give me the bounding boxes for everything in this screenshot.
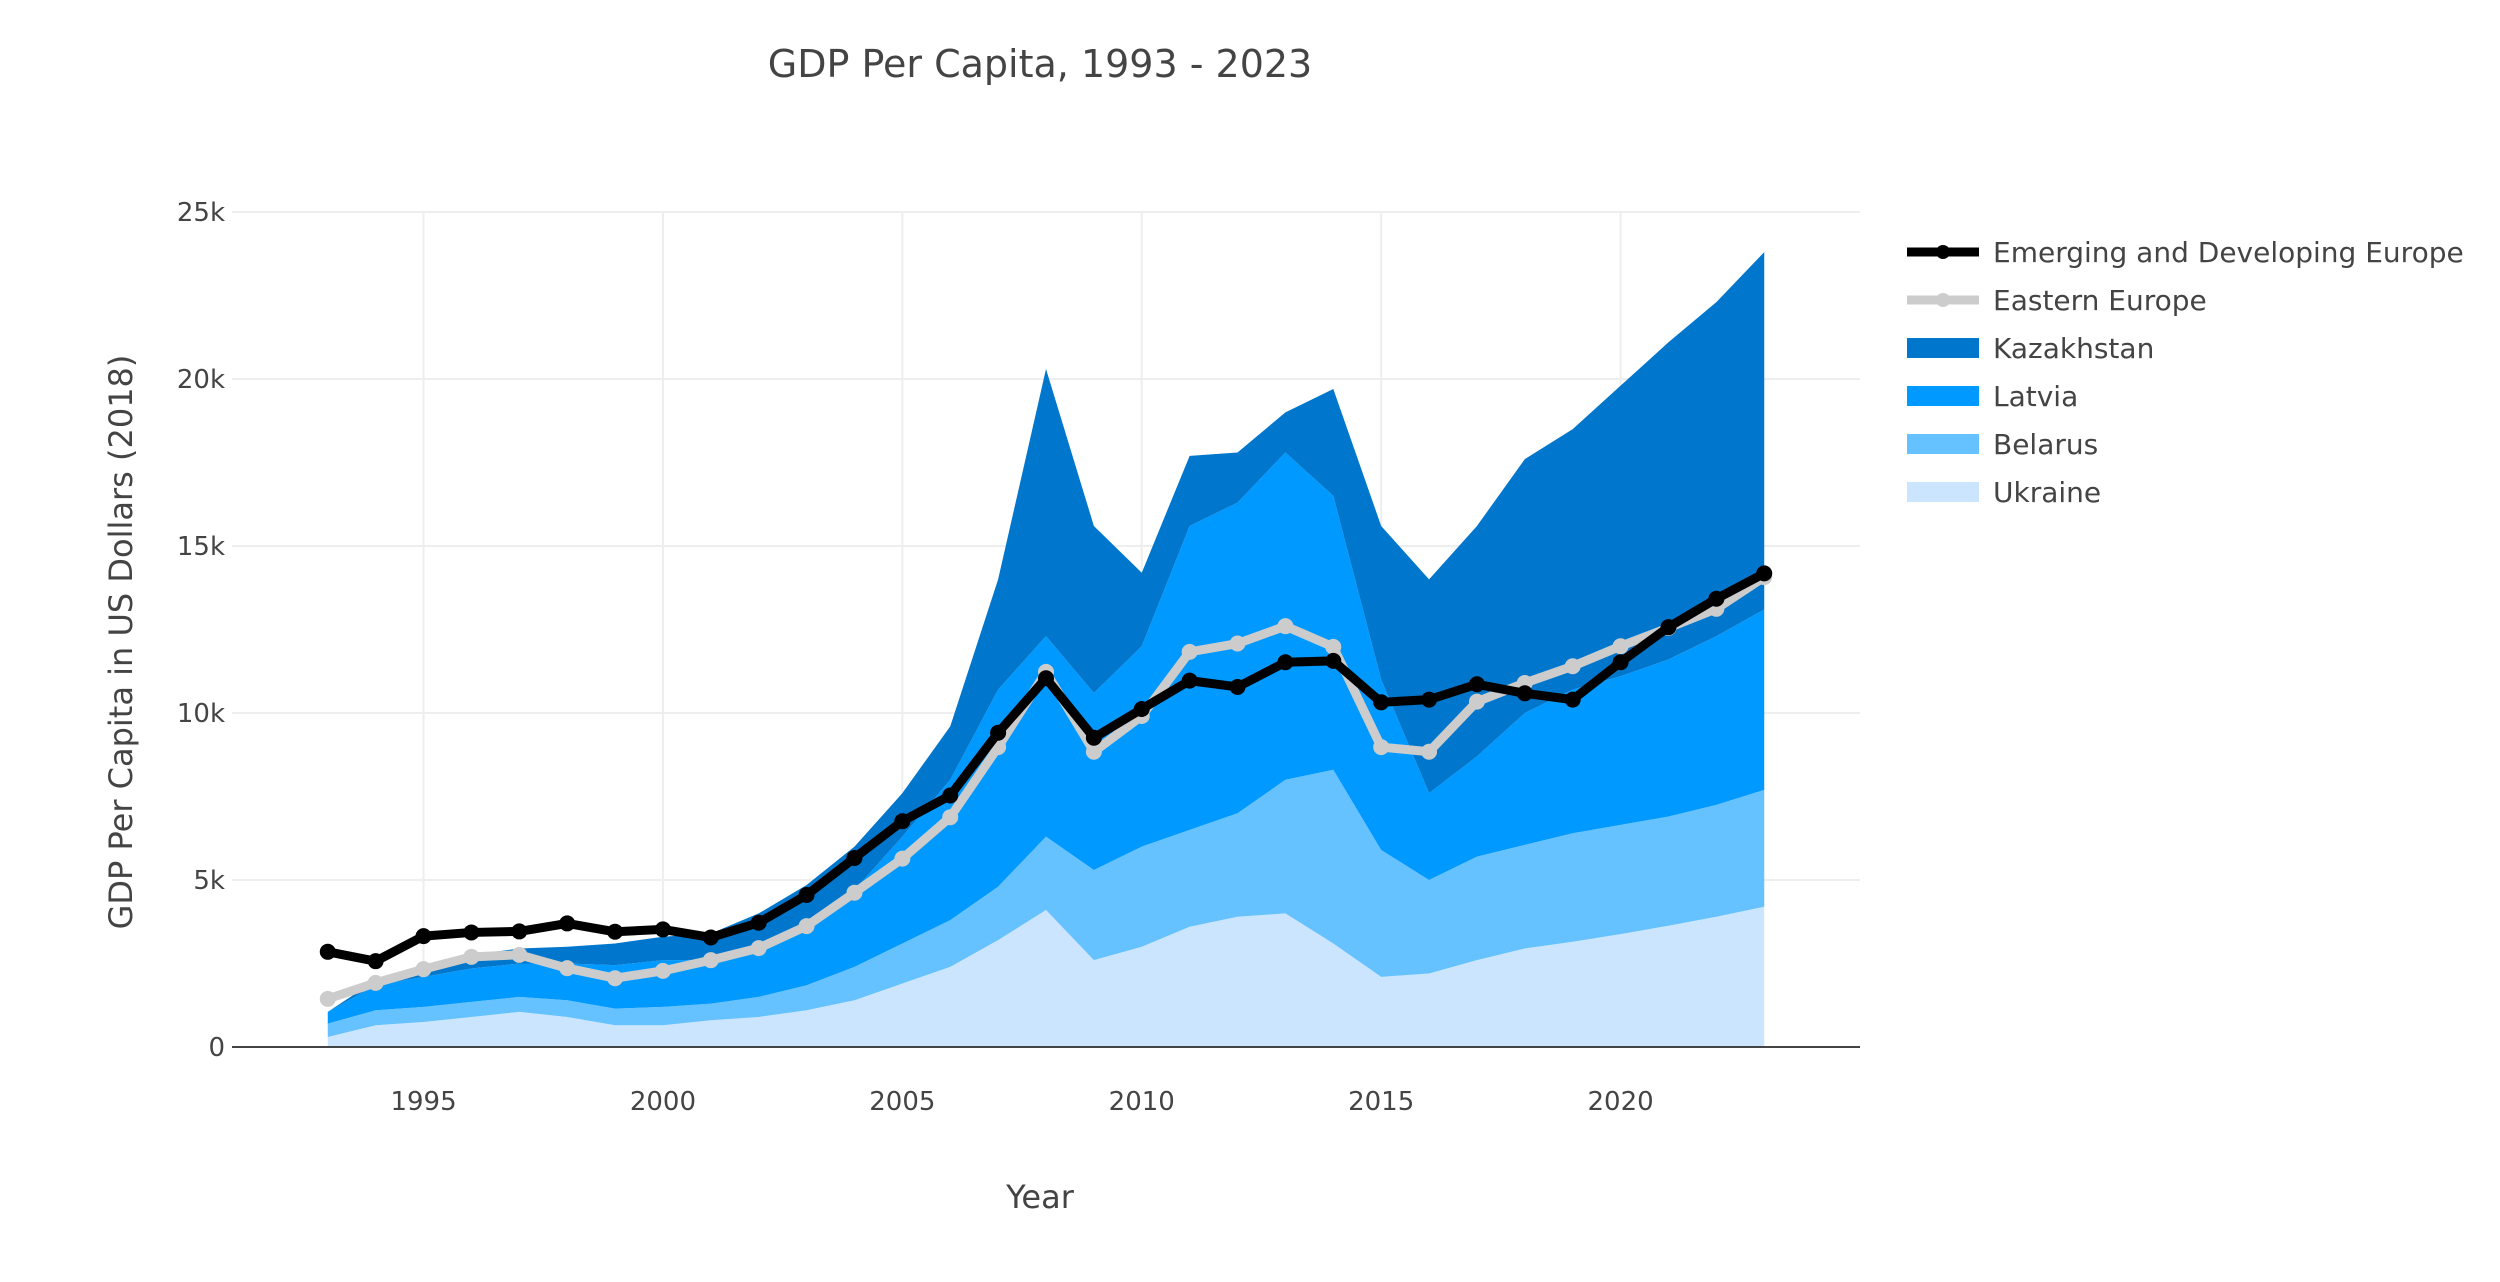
legend-item-ukraine[interactable]: Ukraine bbox=[1905, 468, 2464, 516]
point-emerging-and-developing-europe-2014[interactable] bbox=[1325, 652, 1342, 669]
legend-item-eastern-europe[interactable]: Eastern Europe bbox=[1905, 276, 2464, 324]
point-emerging-and-developing-europe-2007[interactable] bbox=[990, 724, 1007, 741]
point-emerging-and-developing-europe-2018[interactable] bbox=[1516, 685, 1533, 702]
point-eastern-europe-2017[interactable] bbox=[1468, 693, 1485, 710]
point-eastern-europe-1999[interactable] bbox=[607, 970, 624, 987]
x-tick-label-2020: 2020 bbox=[1588, 1087, 1654, 1117]
point-eastern-europe-1994[interactable] bbox=[367, 974, 384, 991]
y-tick-label-5000: 5k bbox=[193, 866, 225, 896]
x-axis-title: Year bbox=[1006, 1178, 1074, 1216]
x-tick-labels: 1995 2000 2005 2010 2015 2020 bbox=[390, 1087, 1653, 1117]
point-emerging-and-developing-europe-1994[interactable] bbox=[367, 953, 384, 970]
y-tick-label-15000: 15k bbox=[177, 532, 225, 562]
y-axis-title: GDP Per Capita in US Dollars (2018) bbox=[102, 354, 140, 930]
point-emerging-and-developing-europe-2010[interactable] bbox=[1133, 700, 1150, 717]
point-emerging-and-developing-europe-2011[interactable] bbox=[1181, 672, 1198, 689]
legend: Emerging and Developing Europe Eastern E… bbox=[1905, 228, 2464, 516]
legend-swatch-emerging-europe bbox=[1907, 245, 1979, 259]
legend-item-emerging-europe[interactable]: Emerging and Developing Europe bbox=[1905, 228, 2464, 276]
point-eastern-europe-2014[interactable] bbox=[1325, 638, 1342, 655]
legend-swatch-ukraine bbox=[1907, 482, 1979, 502]
x-tick-label-2000: 2000 bbox=[630, 1087, 696, 1117]
point-eastern-europe-2011[interactable] bbox=[1181, 643, 1198, 660]
area-ukraine bbox=[327, 906, 1765, 1047]
legend-item-belarus[interactable]: Belarus bbox=[1905, 420, 2464, 468]
point-eastern-europe-2012[interactable] bbox=[1229, 635, 1246, 652]
line-series-emerging-and-developing-europe bbox=[319, 565, 1773, 970]
point-emerging-and-developing-europe-1995[interactable] bbox=[415, 928, 432, 945]
point-emerging-and-developing-europe-1993[interactable] bbox=[319, 943, 336, 960]
point-emerging-and-developing-europe-2012[interactable] bbox=[1229, 678, 1246, 695]
legend-item-kazakhstan[interactable]: Kazakhstan bbox=[1905, 324, 2464, 372]
area-latvia bbox=[327, 452, 1765, 1024]
legend-label-belarus: Belarus bbox=[1993, 427, 2099, 461]
point-eastern-europe-2001[interactable] bbox=[702, 952, 719, 969]
point-emerging-and-developing-europe-2000[interactable] bbox=[654, 921, 671, 938]
point-eastern-europe-1998[interactable] bbox=[559, 960, 576, 977]
point-emerging-and-developing-europe-2003[interactable] bbox=[798, 887, 815, 904]
point-eastern-europe-2009[interactable] bbox=[1085, 743, 1102, 760]
y-tick-label-10000: 10k bbox=[177, 699, 225, 729]
legend-label-kazakhstan: Kazakhstan bbox=[1993, 331, 2155, 365]
point-emerging-and-developing-europe-2016[interactable] bbox=[1421, 691, 1438, 708]
series-lines bbox=[319, 565, 1773, 1007]
point-eastern-europe-2006[interactable] bbox=[942, 809, 959, 826]
chart-title: GDP Per Capita, 1993 - 2023 bbox=[767, 42, 1313, 86]
point-emerging-and-developing-europe-2015[interactable] bbox=[1373, 694, 1390, 711]
point-eastern-europe-1993[interactable] bbox=[319, 990, 336, 1007]
y-tick-labels: 0 5k 10k 15k 20k 25k bbox=[177, 198, 225, 1063]
legend-swatch-kazakhstan bbox=[1907, 338, 1979, 358]
y-tick-label-25000: 25k bbox=[177, 198, 225, 228]
point-emerging-and-developing-europe-2021[interactable] bbox=[1660, 619, 1677, 636]
legend-label-ukraine: Ukraine bbox=[1993, 475, 2102, 509]
point-emerging-and-developing-europe-2022[interactable] bbox=[1708, 590, 1725, 607]
point-eastern-europe-1997[interactable] bbox=[511, 946, 528, 963]
stacked-areas bbox=[327, 252, 1765, 1047]
point-eastern-europe-1996[interactable] bbox=[463, 948, 480, 965]
point-emerging-and-developing-europe-2023[interactable] bbox=[1756, 565, 1773, 582]
point-eastern-europe-2016[interactable] bbox=[1421, 743, 1438, 760]
legend-swatch-eastern-europe bbox=[1907, 293, 1979, 307]
point-emerging-and-developing-europe-2019[interactable] bbox=[1564, 691, 1581, 708]
x-tick-label-2010: 2010 bbox=[1109, 1087, 1175, 1117]
point-emerging-and-developing-europe-2020[interactable] bbox=[1612, 654, 1629, 671]
x-tick-label-1995: 1995 bbox=[390, 1087, 456, 1117]
point-emerging-and-developing-europe-1997[interactable] bbox=[511, 923, 528, 940]
legend-label-eastern-europe: Eastern Europe bbox=[1993, 283, 2207, 317]
area-belarus bbox=[327, 769, 1765, 1037]
legend-swatch-latvia bbox=[1907, 386, 1979, 406]
point-emerging-and-developing-europe-1998[interactable] bbox=[559, 915, 576, 932]
point-emerging-and-developing-europe-2008[interactable] bbox=[1038, 670, 1054, 687]
y-tick-label-0: 0 bbox=[208, 1033, 225, 1063]
point-emerging-and-developing-europe-2017[interactable] bbox=[1468, 676, 1485, 693]
x-tick-label-2005: 2005 bbox=[869, 1087, 935, 1117]
y-tick-label-20000: 20k bbox=[177, 365, 225, 395]
point-eastern-europe-2000[interactable] bbox=[654, 962, 671, 979]
point-emerging-and-developing-europe-2009[interactable] bbox=[1085, 729, 1102, 746]
point-emerging-and-developing-europe-1996[interactable] bbox=[463, 924, 480, 941]
point-eastern-europe-2002[interactable] bbox=[750, 940, 767, 957]
point-emerging-and-developing-europe-2004[interactable] bbox=[846, 849, 863, 866]
x-tick-label-2015: 2015 bbox=[1348, 1087, 1414, 1117]
point-eastern-europe-2005[interactable] bbox=[894, 850, 911, 867]
point-eastern-europe-1995[interactable] bbox=[415, 961, 432, 978]
point-emerging-and-developing-europe-2013[interactable] bbox=[1277, 654, 1294, 671]
legend-item-latvia[interactable]: Latvia bbox=[1905, 372, 2464, 420]
point-emerging-and-developing-europe-2002[interactable] bbox=[750, 914, 767, 931]
point-eastern-europe-2013[interactable] bbox=[1277, 618, 1294, 635]
legend-label-emerging-europe: Emerging and Developing Europe bbox=[1993, 235, 2464, 269]
point-emerging-and-developing-europe-2005[interactable] bbox=[894, 813, 911, 830]
point-emerging-and-developing-europe-1999[interactable] bbox=[607, 923, 624, 940]
point-eastern-europe-2020[interactable] bbox=[1612, 638, 1629, 655]
point-emerging-and-developing-europe-2006[interactable] bbox=[942, 787, 959, 804]
point-eastern-europe-2015[interactable] bbox=[1373, 739, 1390, 756]
legend-label-latvia: Latvia bbox=[1993, 379, 2079, 413]
point-eastern-europe-2004[interactable] bbox=[846, 884, 863, 901]
legend-swatch-belarus bbox=[1907, 434, 1979, 454]
point-eastern-europe-2019[interactable] bbox=[1564, 658, 1581, 675]
point-emerging-and-developing-europe-2001[interactable] bbox=[702, 929, 719, 946]
point-eastern-europe-2003[interactable] bbox=[798, 918, 815, 935]
area-kazakhstan bbox=[327, 252, 1765, 1012]
